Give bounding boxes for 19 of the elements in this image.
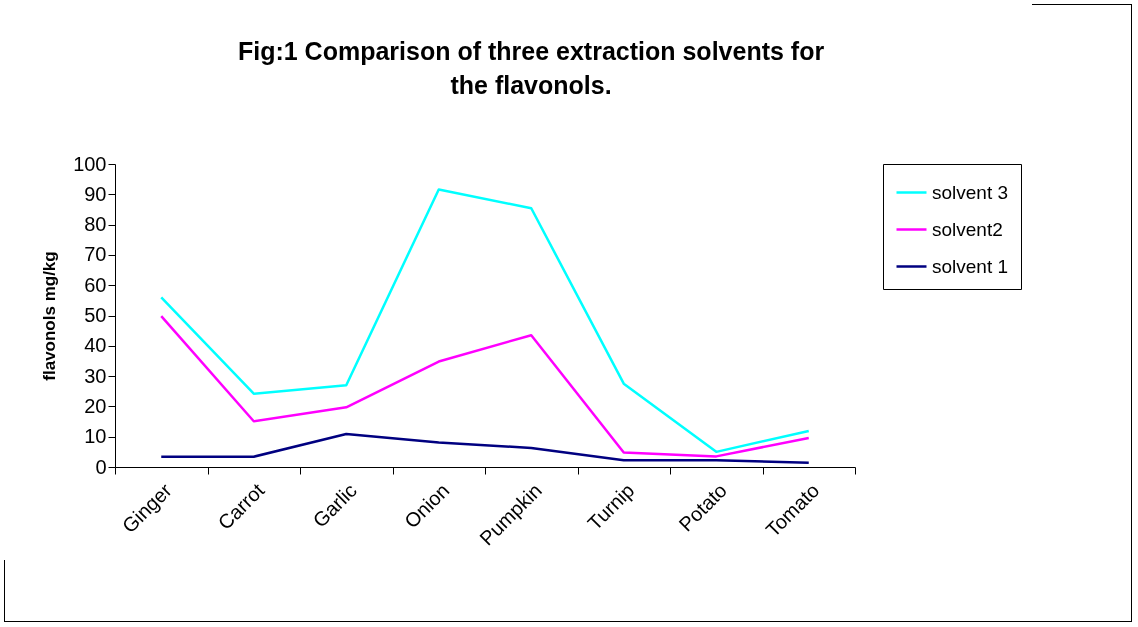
legend-label: solvent 3	[932, 181, 1009, 203]
y-tick-label: 70	[84, 243, 107, 266]
y-tick-label: 90	[84, 182, 107, 205]
line-series	[160, 432, 810, 465]
y-tick-label: 50	[84, 304, 107, 326]
legend-label: solvent2	[932, 218, 1003, 240]
line-series	[160, 314, 810, 458]
y-tick-label: 100	[73, 152, 107, 175]
y-tick-label: 20	[84, 394, 107, 417]
y-tick-label: 60	[84, 273, 107, 296]
y-tick-label: 80	[84, 213, 107, 236]
legend-label: solvent 1	[932, 255, 1009, 277]
y-tick-label: 10	[84, 425, 107, 448]
line-series	[160, 188, 810, 454]
y-tick-label: 30	[84, 364, 107, 387]
y-axis-title: flavonols mg/kg	[40, 251, 60, 381]
y-tick-label: 40	[84, 334, 107, 357]
y-tick-label: 0	[95, 455, 107, 478]
chart-title: Fig:1 Comparison of three extraction solvents for the flavonols.	[237, 37, 825, 99]
